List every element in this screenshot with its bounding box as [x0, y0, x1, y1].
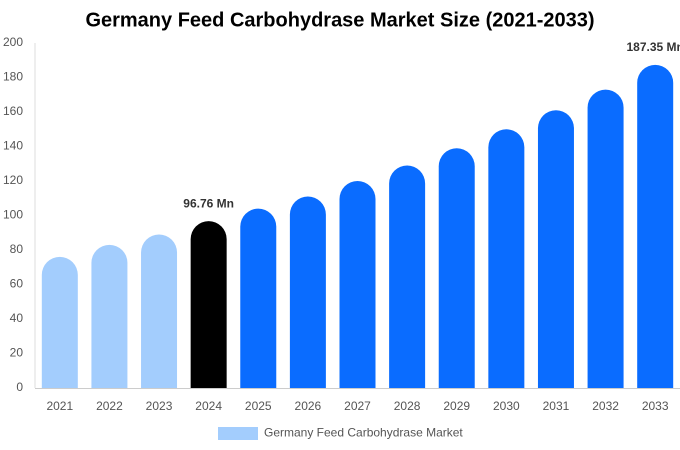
y-tick-label: 20 — [10, 346, 24, 360]
data-label: 96.76 Mn — [183, 196, 234, 210]
y-tick-label: 60 — [10, 277, 24, 291]
x-tick-label: 2024 — [195, 399, 222, 413]
x-tick-label: 2032 — [592, 399, 619, 413]
y-tick-label: 0 — [16, 380, 23, 394]
bar — [537, 110, 574, 388]
x-tick-label: 2022 — [96, 399, 123, 413]
x-tick-label: 2026 — [295, 399, 322, 413]
y-tick-label: 200 — [3, 35, 23, 49]
legend-swatch — [218, 427, 258, 440]
bar — [488, 129, 525, 389]
y-tick-label: 140 — [3, 139, 23, 153]
y-tick-label: 120 — [3, 173, 23, 187]
bar — [240, 208, 277, 388]
bar — [389, 165, 426, 388]
x-tick-label: 2030 — [493, 399, 520, 413]
bar — [190, 221, 227, 388]
bar — [91, 244, 128, 388]
legend-label: Germany Feed Carbohydrase Market — [264, 426, 463, 440]
x-tick-label: 2033 — [642, 399, 669, 413]
x-tick-label: 2028 — [394, 399, 421, 413]
bar — [141, 234, 178, 388]
x-tick-label: 2029 — [443, 399, 470, 413]
x-tick-label: 2025 — [245, 399, 272, 413]
x-tick-label: 2031 — [543, 399, 570, 413]
y-tick-label: 160 — [3, 104, 23, 118]
bar — [587, 89, 624, 388]
y-tick-label: 180 — [3, 70, 23, 84]
y-tick-label: 80 — [10, 242, 24, 256]
y-tick-label: 100 — [3, 208, 23, 222]
chart-title: Germany Feed Carbohydrase Market Size (2… — [85, 9, 594, 31]
bar — [289, 196, 326, 388]
bar — [41, 256, 78, 388]
bar — [637, 64, 674, 388]
x-tick-label: 2023 — [146, 399, 173, 413]
bar — [438, 148, 475, 388]
x-tick-label: 2021 — [46, 399, 73, 413]
bar — [339, 181, 376, 388]
data-label: 187.35 Mn — [627, 40, 680, 54]
x-tick-label: 2027 — [344, 399, 371, 413]
y-tick-label: 40 — [10, 311, 24, 325]
